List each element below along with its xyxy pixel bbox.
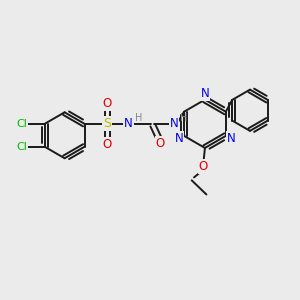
- Text: H: H: [180, 113, 187, 124]
- Text: O: O: [103, 138, 112, 151]
- Text: Cl: Cl: [16, 119, 28, 129]
- Text: N: N: [124, 117, 133, 130]
- Text: O: O: [103, 97, 112, 110]
- Text: N: N: [169, 117, 178, 130]
- Text: N: N: [175, 132, 183, 145]
- Text: N: N: [201, 87, 209, 100]
- Text: H: H: [135, 113, 142, 124]
- Text: O: O: [156, 137, 165, 150]
- Text: O: O: [199, 160, 208, 173]
- Text: S: S: [103, 117, 112, 130]
- Text: Cl: Cl: [16, 142, 28, 152]
- Text: N: N: [226, 132, 235, 145]
